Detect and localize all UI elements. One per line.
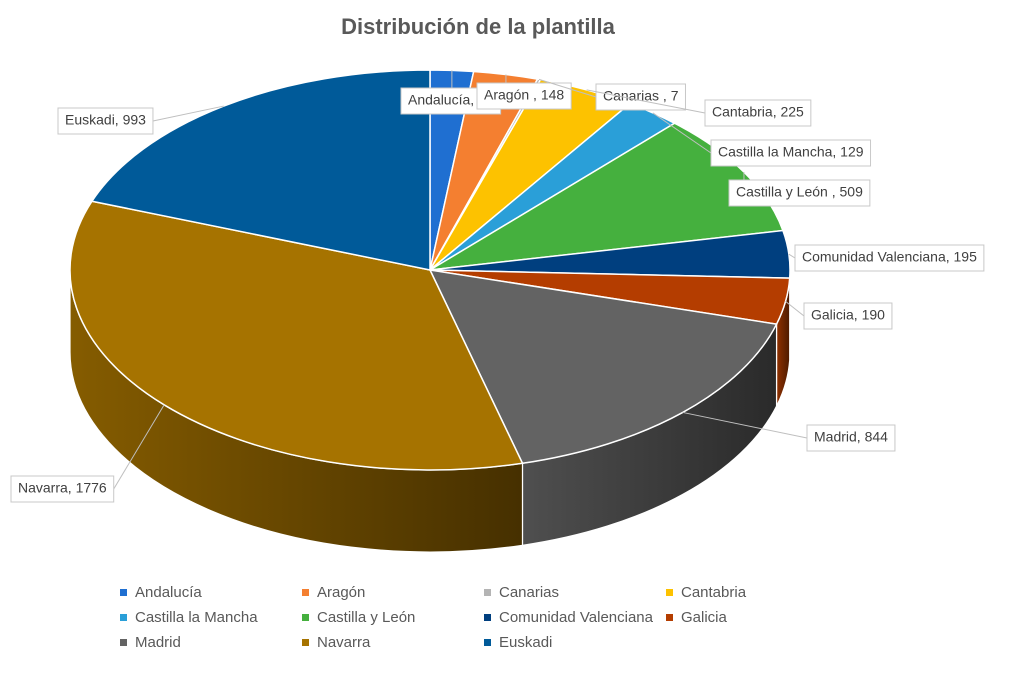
legend-item-andalucia: Andalucía <box>120 584 302 601</box>
legend-swatch <box>302 639 309 646</box>
legend-swatch <box>666 614 673 621</box>
legend-label: Aragón <box>317 584 366 601</box>
data-label-box-galicia <box>803 302 893 330</box>
legend-swatch <box>484 639 491 646</box>
data-label-andalucia: Andalucía, 99 <box>408 92 494 108</box>
legend-label: Comunidad Valenciana <box>499 609 653 626</box>
legend-swatch <box>120 614 127 621</box>
legend-swatch <box>120 589 127 596</box>
legend-label: Castilla la Mancha <box>135 609 258 626</box>
data-label-euskadi: Euskadi, 993 <box>65 112 146 128</box>
leader-line-cantabria <box>586 89 706 114</box>
data-label-aragon: Aragón , 148 <box>484 87 564 103</box>
legend-label: Castilla y León <box>317 609 416 626</box>
legend-item-comunidad-valenciana: Comunidad Valenciana <box>484 609 666 626</box>
data-label-box-castilla-y-leon <box>728 179 871 207</box>
legend-label: Galicia <box>681 609 727 626</box>
data-label-box-madrid <box>806 424 896 452</box>
legend-item-cantabria: Cantabria <box>666 584 826 601</box>
data-label-madrid: Madrid, 844 <box>814 429 888 445</box>
data-label-castilla-y-leon: Castilla y León , 509 <box>736 184 863 200</box>
data-label-cantabria: Cantabria, 225 <box>712 104 804 120</box>
leader-line-comunidad-valenciana <box>788 253 796 259</box>
legend-item-aragon: Aragón <box>302 584 484 601</box>
leader-line-navarra <box>113 404 165 490</box>
legend-swatch <box>120 639 127 646</box>
leader-line-euskadi <box>152 105 224 122</box>
chart-title: Distribución de la plantilla <box>341 14 615 39</box>
legend-item-navarra: Navarra <box>302 634 484 651</box>
legend-item-canarias: Canarias <box>484 584 666 601</box>
legend-label: Madrid <box>135 634 181 651</box>
data-label-box-cantabria <box>704 99 812 127</box>
leader-line-castilla-la-mancha <box>652 112 712 154</box>
data-label-canarias: Canarias , 7 <box>603 88 679 104</box>
data-label-galicia: Galicia, 190 <box>811 307 885 323</box>
data-label-box-canarias <box>595 83 686 111</box>
legend-item-castilla-y-leon: Castilla y León <box>302 609 484 626</box>
legend-item-galicia: Galicia <box>666 609 826 626</box>
legend-swatch <box>302 589 309 596</box>
pie-slice-navarra <box>69 200 524 471</box>
chart-legend: Andalucía Aragón Canarias Cantabria Castilla… <box>120 584 820 651</box>
legend-swatch <box>484 589 491 596</box>
legend-item-castilla-la-mancha: Castilla la Mancha <box>120 609 302 626</box>
leader-line-canarias <box>538 78 597 98</box>
legend-label: Euskadi <box>499 634 553 651</box>
data-label-navarra: Navarra, 1776 <box>18 480 107 496</box>
legend-item-madrid: Madrid <box>120 634 302 651</box>
legend-label: Canarias <box>499 584 560 601</box>
legend-swatch <box>666 589 673 596</box>
leader-line-galicia <box>785 300 805 317</box>
leader-line-madrid <box>682 411 808 439</box>
data-label-box-comunidad-valenciana <box>794 244 985 272</box>
legend-label: Cantabria <box>681 584 747 601</box>
data-label-box-aragon <box>476 82 572 110</box>
legend-item-euskadi: Euskadi <box>484 634 666 651</box>
data-label-box-castilla-la-mancha <box>710 139 872 167</box>
legend-swatch <box>484 614 491 621</box>
legend-label: Andalucía <box>135 584 202 601</box>
legend-swatch <box>302 614 309 621</box>
legend-label: Navarra <box>317 634 371 651</box>
data-label-box-euskadi <box>57 107 154 135</box>
pie-top-faces <box>69 69 791 471</box>
data-label-comunidad-valenciana: Comunidad Valenciana, 195 <box>802 249 977 265</box>
data-label-box-navarra <box>10 475 115 503</box>
data-label-castilla-la-mancha: Castilla la Mancha, 129 <box>718 144 864 160</box>
